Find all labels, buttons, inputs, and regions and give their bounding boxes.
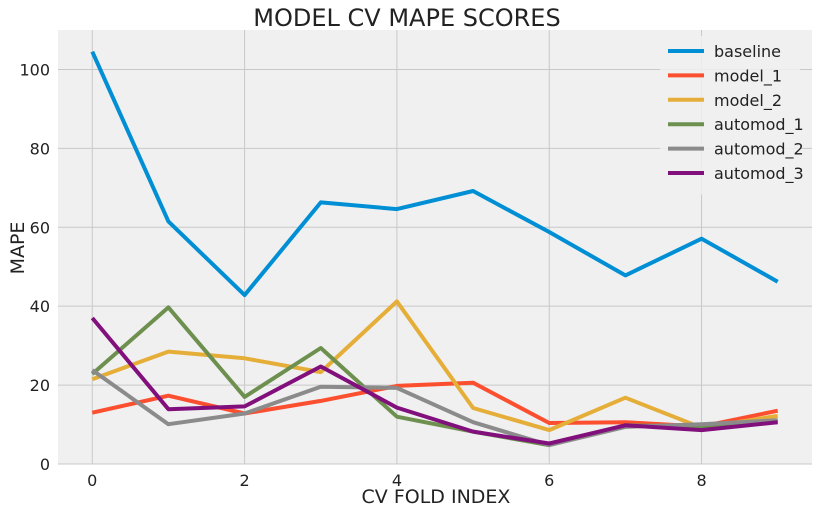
legend-label: automod_2 bbox=[714, 140, 804, 160]
legend-label: automod_1 bbox=[714, 115, 804, 135]
x-tick-labels: 0 2 4 6 8 bbox=[87, 471, 706, 490]
y-tick-labels: 0 20 40 60 80 100 bbox=[19, 60, 50, 474]
chart-title: MODEL CV MAPE SCORES bbox=[253, 4, 560, 32]
y-tick-label: 40 bbox=[30, 297, 50, 316]
x-axis-title: CV FOLD INDEX bbox=[362, 486, 511, 508]
legend-label: automod_3 bbox=[714, 164, 804, 184]
y-tick-label: 20 bbox=[30, 376, 50, 395]
y-tick-label: 0 bbox=[40, 455, 50, 474]
x-tick-label: 0 bbox=[87, 471, 97, 490]
series-lines bbox=[90, 50, 779, 448]
series-line-automod-2 bbox=[91, 368, 778, 448]
x-tick-label: 4 bbox=[392, 471, 402, 490]
y-axis-title: MAPE bbox=[7, 222, 29, 275]
y-tick-label: 100 bbox=[19, 60, 50, 79]
series-line-baseline bbox=[90, 50, 779, 298]
x-tick-label: 2 bbox=[240, 471, 250, 490]
legend-label: model_1 bbox=[714, 66, 782, 86]
legend-label: baseline bbox=[714, 42, 781, 61]
y-tick-label: 80 bbox=[30, 139, 50, 158]
x-tick-label: 6 bbox=[544, 471, 554, 490]
x-tick-label: 8 bbox=[696, 471, 706, 490]
y-tick-label: 60 bbox=[30, 218, 50, 237]
legend-label: model_2 bbox=[714, 91, 782, 111]
legend: baseline model_1 model_2 automod_1 automod_2… bbox=[660, 36, 804, 195]
series-line-automod-3 bbox=[90, 316, 778, 446]
